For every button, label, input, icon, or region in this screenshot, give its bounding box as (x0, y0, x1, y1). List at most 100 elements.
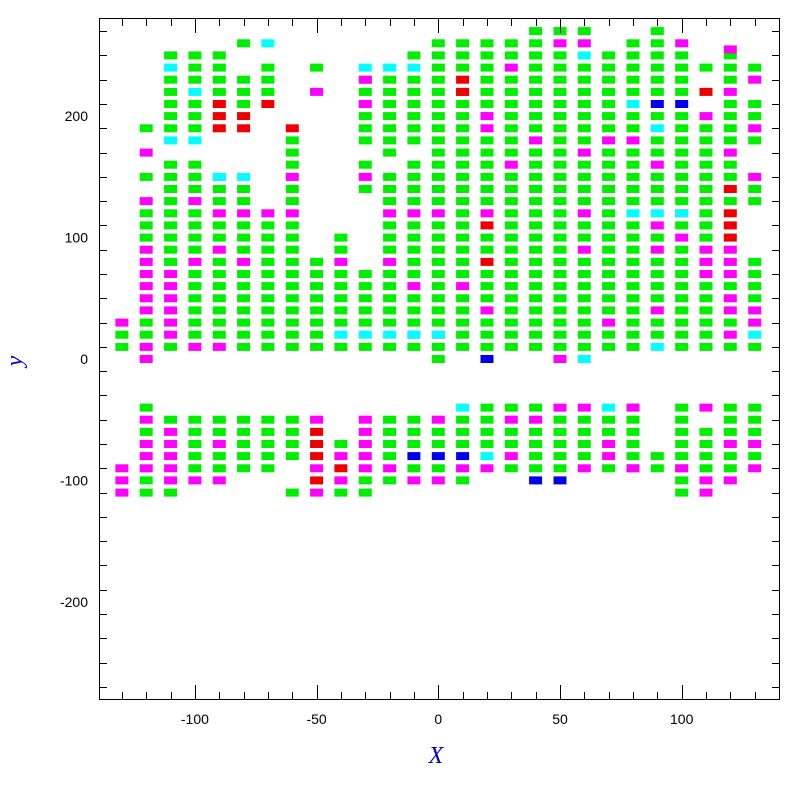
data-point-magenta (723, 148, 737, 157)
data-point-magenta (139, 245, 153, 254)
data-point-green (310, 270, 324, 278)
data-point-magenta (650, 306, 664, 315)
data-point-green (456, 318, 470, 327)
data-point-green (553, 63, 567, 72)
data-point-green (383, 270, 397, 278)
data-point-green (602, 221, 616, 230)
data-point-magenta (504, 415, 518, 424)
data-point-green (431, 87, 445, 96)
data-point-green (626, 257, 640, 266)
data-point-green (358, 136, 372, 145)
data-point-green (383, 185, 397, 193)
data-point-magenta (164, 476, 178, 485)
data-point-green (504, 87, 518, 96)
data-point-green (285, 342, 299, 351)
data-point-green (480, 172, 494, 181)
data-point-green (577, 27, 591, 36)
data-point-magenta (358, 172, 372, 181)
data-point-green (504, 464, 518, 473)
data-point-cyan (383, 330, 397, 339)
data-point-magenta (358, 440, 372, 448)
data-point-red (723, 233, 737, 242)
data-point-green (358, 124, 372, 133)
data-point-cyan (626, 100, 640, 108)
x-tick-label: 0 (434, 711, 442, 727)
axis-ticks (100, 19, 779, 699)
data-point-magenta (723, 330, 737, 339)
data-point-magenta (480, 306, 494, 315)
data-point-magenta (310, 464, 324, 473)
data-point-green (650, 294, 664, 303)
data-point-green (529, 403, 543, 412)
data-point-green (383, 294, 397, 303)
data-point-green (188, 306, 202, 315)
data-point-green (285, 148, 299, 157)
data-point-green (383, 318, 397, 327)
data-point-magenta (115, 318, 129, 327)
data-point-green (407, 136, 421, 145)
data-point-green (699, 136, 713, 145)
data-point-magenta (577, 148, 591, 157)
data-point-magenta (577, 464, 591, 473)
data-point-green (553, 257, 567, 266)
data-point-cyan (577, 51, 591, 60)
data-point-green (407, 51, 421, 60)
data-point-green (529, 51, 543, 60)
data-point-green (675, 415, 689, 424)
data-point-green (699, 209, 713, 218)
data-point-green (188, 75, 202, 84)
data-point-magenta (626, 464, 640, 473)
data-point-green (723, 51, 737, 60)
data-point-green (237, 100, 251, 108)
data-point-green (261, 306, 275, 315)
data-point-green (237, 270, 251, 278)
data-point-magenta (748, 440, 762, 448)
data-point-green (602, 306, 616, 315)
data-point-green (237, 75, 251, 84)
data-point-green (164, 112, 178, 121)
data-point-green (626, 87, 640, 96)
data-point-green (456, 245, 470, 254)
data-point-green (237, 197, 251, 206)
data-point-green (553, 221, 567, 230)
data-point-green (723, 197, 737, 206)
data-point-green (139, 488, 153, 497)
data-point-green (212, 282, 226, 291)
data-point-magenta (139, 197, 153, 206)
data-point-magenta (723, 306, 737, 315)
data-point-green (164, 51, 178, 60)
data-point-green (456, 270, 470, 278)
data-point-red (285, 124, 299, 133)
data-point-magenta (723, 294, 737, 303)
data-point-magenta (602, 452, 616, 461)
data-point-green (504, 51, 518, 60)
data-point-magenta (602, 136, 616, 145)
data-point-green (626, 148, 640, 157)
data-point-green (553, 75, 567, 84)
data-point-green (504, 185, 518, 193)
data-point-green (577, 233, 591, 242)
data-point-green (723, 427, 737, 436)
data-point-green (553, 306, 567, 315)
data-point-green (285, 452, 299, 461)
data-point-green (237, 39, 251, 48)
data-point-green (504, 209, 518, 218)
data-point-green (285, 270, 299, 278)
data-point-magenta (529, 136, 543, 145)
data-point-cyan (188, 136, 202, 145)
data-point-green (261, 257, 275, 266)
data-point-green (237, 233, 251, 242)
data-point-green (480, 294, 494, 303)
data-point-green (529, 306, 543, 315)
y-tick-label: 200 (65, 108, 89, 124)
data-point-green (577, 452, 591, 461)
data-point-green (480, 185, 494, 193)
data-point-green (334, 440, 348, 448)
data-point-magenta (237, 209, 251, 218)
data-point-green (675, 306, 689, 315)
data-point-green (650, 75, 664, 84)
data-point-green (261, 245, 275, 254)
data-point-green (650, 185, 664, 193)
data-point-green (407, 257, 421, 266)
